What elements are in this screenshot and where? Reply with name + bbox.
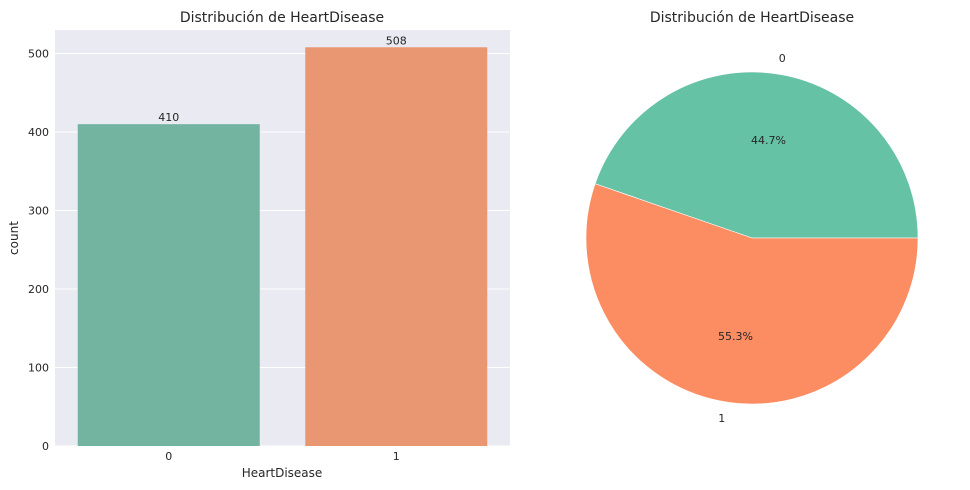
bar-chart-title: Distribución de HeartDisease — [180, 10, 384, 26]
pie-slices — [585, 71, 919, 405]
bar-0 — [77, 124, 260, 446]
y-tick-label: 100 — [28, 362, 49, 375]
bar-y-axis-label: count — [7, 221, 21, 255]
pie-percent-label: 44.7% — [751, 134, 786, 147]
bar-x-axis-label: HeartDisease — [242, 466, 323, 480]
x-tick-label: 0 — [165, 450, 172, 463]
bar-data-label: 508 — [386, 34, 407, 47]
bar-marks — [77, 47, 488, 447]
pie-chart: Distribución de HeartDisease 0 44.7% 1 55.3… — [585, 10, 919, 425]
pie-chart-title: Distribución de HeartDisease — [650, 10, 854, 26]
pie-slice-0 — [594, 71, 919, 239]
y-tick-label: 300 — [28, 205, 49, 218]
bar-data-labels: 410 508 — [158, 34, 407, 124]
y-tick-label: 200 — [28, 283, 49, 296]
y-tick-label: 0 — [42, 440, 49, 453]
bar-data-label: 410 — [158, 111, 179, 124]
x-tick-label: 1 — [393, 450, 400, 463]
bar-1 — [305, 47, 488, 447]
pie-slice-1 — [585, 183, 919, 405]
y-tick-label: 400 — [28, 126, 49, 139]
pie-percent-label: 55.3% — [718, 330, 753, 343]
y-tick-label: 500 — [28, 48, 49, 61]
bar-y-tick-labels: 0 100 200 300 400 500 — [28, 48, 49, 453]
pie-labels: 0 44.7% 1 55.3% — [718, 52, 786, 425]
pie-category-label: 1 — [718, 412, 725, 425]
pie-category-label: 0 — [779, 52, 786, 65]
